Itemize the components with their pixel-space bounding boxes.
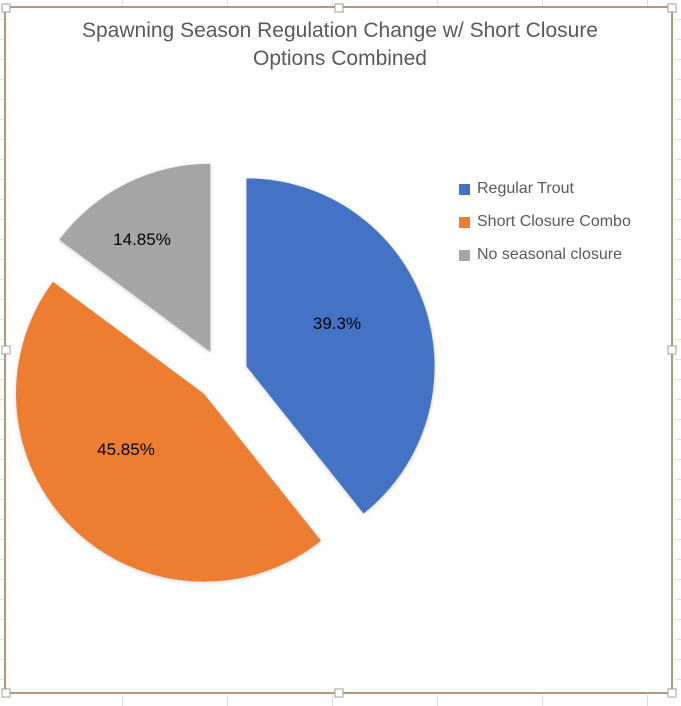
- data-label-regular-trout[interactable]: 39.3%: [312, 314, 362, 333]
- pie-slice-regular-trout[interactable]: [246, 178, 435, 514]
- selection-handle-bottom-left[interactable]: [1, 688, 11, 698]
- legend-label: Short Closure Combo: [477, 213, 631, 230]
- legend-item-no-seasonal-closure[interactable]: No seasonal closure: [459, 244, 631, 266]
- selection-handle-top-right[interactable]: [667, 3, 677, 13]
- worksheet-gridlines-bottom: [0, 695, 681, 706]
- pie-slice-short-closure-combo[interactable]: [16, 281, 321, 582]
- legend-swatch-gray-icon: [459, 249, 470, 261]
- chart-title-line-2: Options Combined: [253, 47, 427, 70]
- legend-label: No seasonal closure: [477, 246, 622, 263]
- chart-title-line-1: Spawning Season Regulation Change w/ Sho…: [82, 19, 598, 42]
- data-label-short-closure-combo[interactable]: 45.85%: [97, 440, 155, 459]
- legend-label: Regular Trout: [477, 180, 574, 197]
- selection-handle-bottom-center[interactable]: [334, 688, 344, 698]
- legend-swatch-orange-icon: [459, 216, 470, 228]
- selection-handle-middle-right[interactable]: [667, 345, 677, 355]
- legend-item-short-closure-combo[interactable]: Short Closure Combo: [459, 211, 631, 233]
- selection-handle-top-left[interactable]: [1, 3, 11, 13]
- chart-title[interactable]: Spawning Season Regulation Change w/ Sho…: [40, 17, 640, 73]
- worksheet-gridlines-top: [0, 0, 681, 6]
- data-label-no-seasonal-closure[interactable]: 14.85%: [113, 230, 171, 249]
- chart-legend[interactable]: Regular Trout Short Closure Combo No sea…: [459, 178, 631, 277]
- pie-slice-no-seasonal-closure[interactable]: [59, 163, 211, 352]
- legend-item-regular-trout[interactable]: Regular Trout: [459, 178, 631, 200]
- worksheet-gridlines-right: [675, 0, 681, 694]
- selection-handle-bottom-right[interactable]: [667, 688, 677, 698]
- selection-handle-middle-left[interactable]: [1, 345, 11, 355]
- selection-handle-top-center[interactable]: [334, 3, 344, 13]
- legend-swatch-blue-icon: [459, 183, 470, 195]
